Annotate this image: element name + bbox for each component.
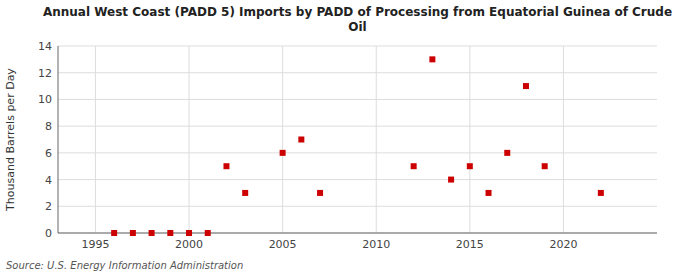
point	[598, 190, 604, 196]
x-grid-line	[189, 46, 190, 233]
point	[167, 230, 173, 236]
point	[411, 163, 417, 169]
point	[523, 83, 529, 89]
y-grid-line	[58, 233, 657, 234]
point	[223, 163, 229, 169]
point	[504, 150, 510, 156]
point	[130, 230, 136, 236]
y-tick-label: 6	[45, 147, 52, 160]
point	[467, 163, 473, 169]
point	[280, 150, 286, 156]
y-tick-label: 8	[45, 120, 52, 133]
title: Annual West Coast (PADD 5) Imports by PA…	[43, 5, 672, 34]
point	[542, 163, 548, 169]
x-tick-label: 2015	[456, 238, 484, 251]
x-grid-line	[563, 46, 564, 233]
y-grid-line	[58, 72, 657, 73]
x-tick-label: 2005	[269, 238, 297, 251]
point	[298, 137, 304, 143]
y-axis-line	[58, 46, 59, 233]
y-tick-label: 12	[38, 67, 52, 80]
grid	[58, 46, 657, 233]
chart-container: Annual West Coast (PADD 5) Imports by PA…	[0, 0, 675, 275]
x-tick-label: 2010	[362, 238, 390, 251]
y-axis-label: Thousand Barrels per Day	[4, 68, 17, 212]
y-grid-line	[58, 99, 657, 100]
source-note: Source: U.S. Energy Information Administ…	[6, 260, 243, 271]
x-tick-label: 1995	[81, 238, 109, 251]
chart: Annual West Coast (PADD 5) Imports by PA…	[0, 0, 675, 275]
y-tick-label: 4	[45, 174, 52, 187]
x-grid-line	[282, 46, 283, 233]
x-grid-line	[376, 46, 377, 233]
points	[111, 56, 604, 236]
point	[186, 230, 192, 236]
y-grid-line	[58, 46, 657, 47]
y-grid-line	[58, 152, 657, 153]
point	[486, 190, 492, 196]
point	[242, 190, 248, 196]
x-axis-line	[58, 233, 657, 234]
x-tick-label: 2020	[549, 238, 577, 251]
x-grid-line	[95, 46, 96, 233]
y-grid-line	[58, 206, 657, 207]
y-tick-label: 10	[38, 93, 52, 106]
point	[111, 230, 117, 236]
y-grid-line	[58, 126, 657, 127]
y-tick-label: 0	[45, 227, 52, 240]
y-tick-label: 14	[38, 40, 52, 53]
point	[205, 230, 211, 236]
y-tick-label: 2	[45, 200, 52, 213]
x-tick-label: 2000	[175, 238, 203, 251]
x-grid-line	[469, 46, 470, 233]
point	[448, 177, 454, 183]
point	[149, 230, 155, 236]
point	[429, 56, 435, 62]
point	[317, 190, 323, 196]
y-grid-line	[58, 179, 657, 180]
